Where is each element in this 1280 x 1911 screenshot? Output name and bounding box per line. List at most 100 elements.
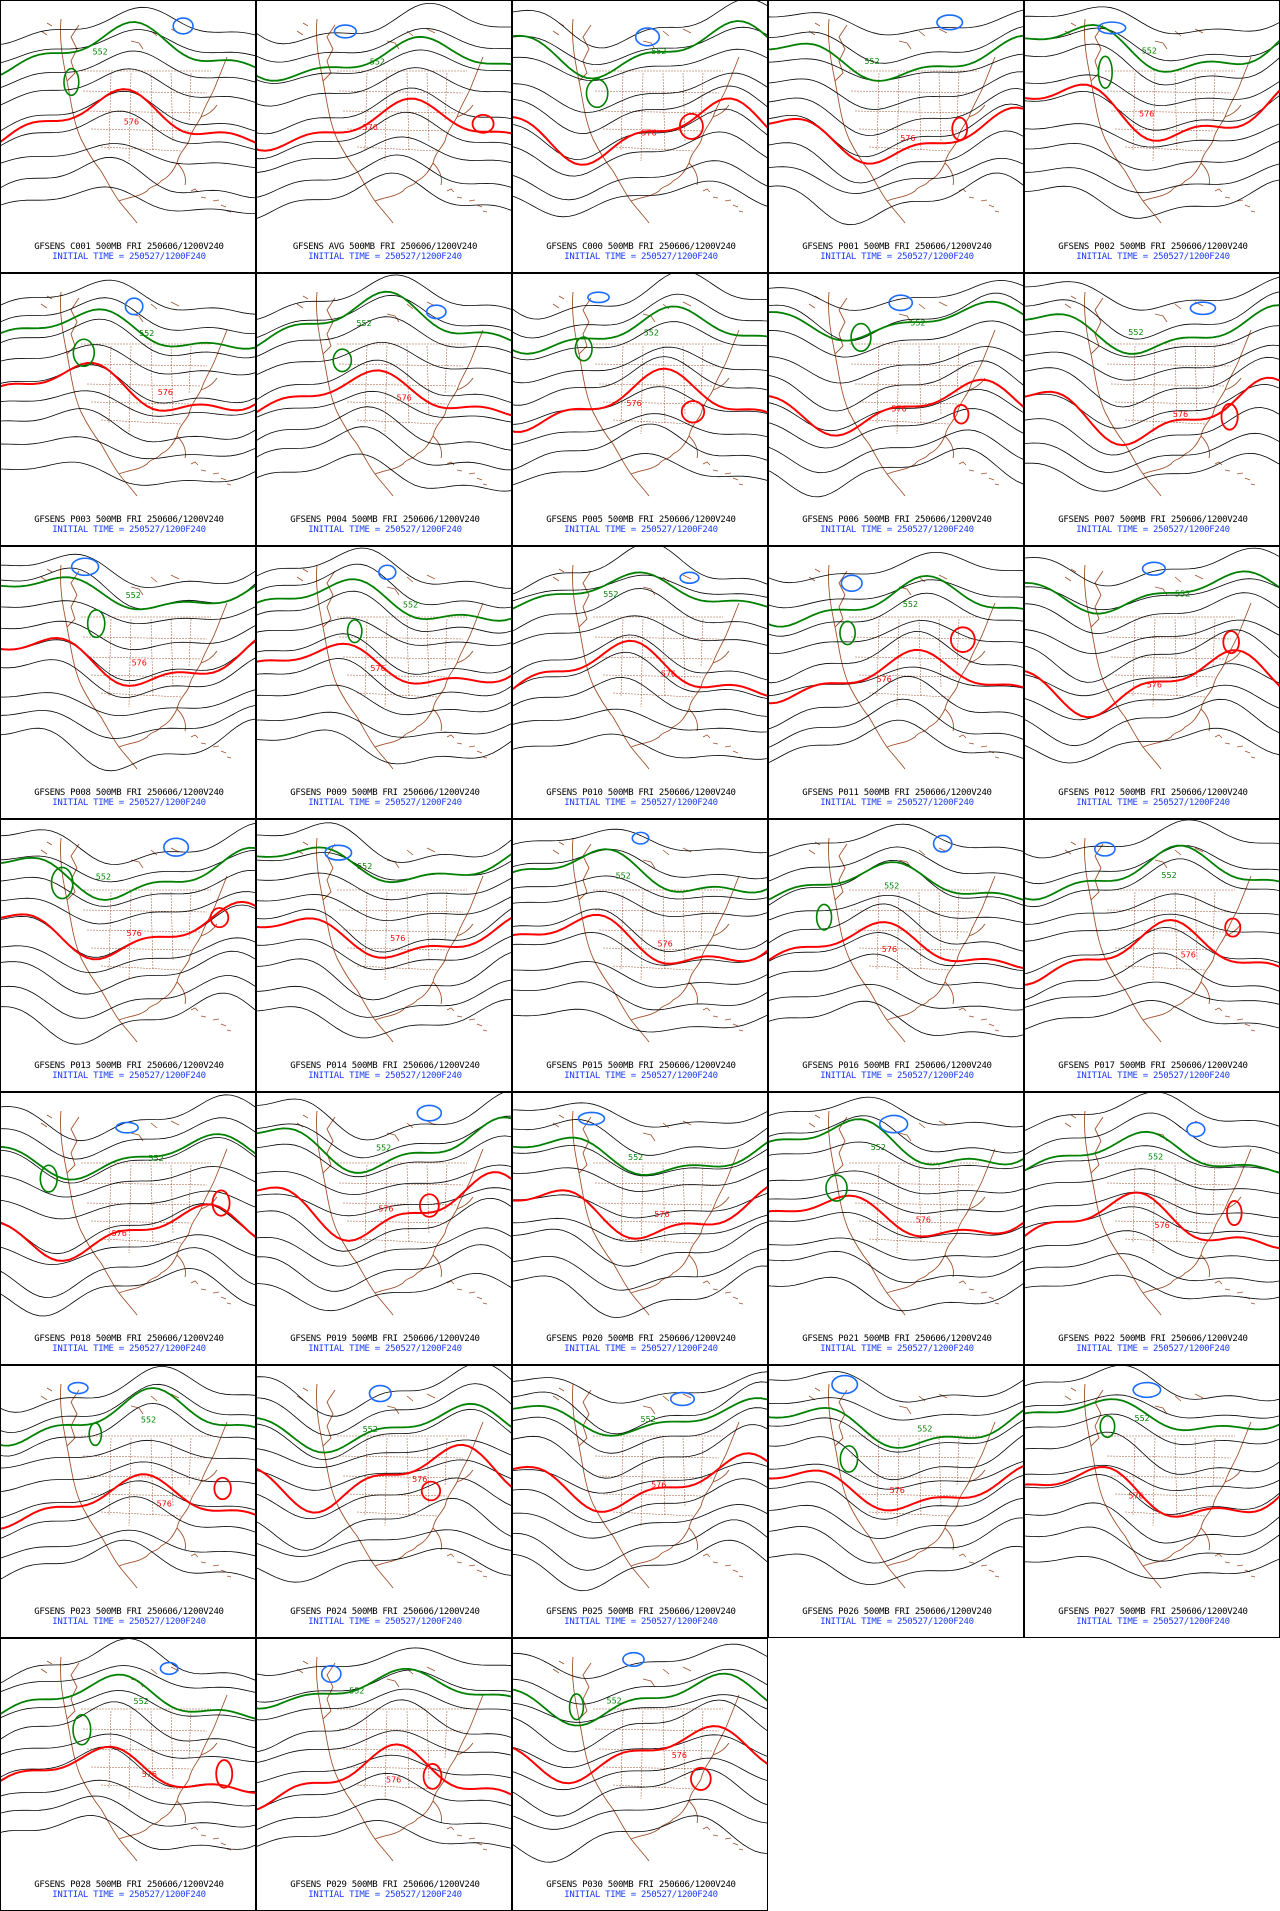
- island-outline: [296, 568, 488, 759]
- state-border: [128, 1710, 132, 1800]
- state-border: [876, 891, 880, 971]
- height-contour: [1025, 926, 1279, 975]
- low-center-contour: [124, 297, 144, 316]
- state-border: [620, 1164, 624, 1244]
- state-border: [342, 929, 458, 933]
- state-border: [858, 128, 960, 132]
- coastline: [1084, 18, 1252, 224]
- state-border: [100, 146, 182, 152]
- height-contour: [1025, 452, 1279, 492]
- height-contour: [513, 356, 767, 406]
- state-border: [620, 345, 624, 425]
- state-border: [682, 618, 686, 688]
- closed-576-contour: [953, 404, 970, 425]
- state-border: [108, 1710, 112, 1790]
- height-contour: [1, 950, 255, 995]
- height-contour: [513, 1167, 767, 1192]
- height-contour: [769, 846, 1023, 882]
- map-canvas: 552 576: [769, 1096, 1023, 1316]
- island-outline: [1064, 568, 1256, 759]
- low-center-contour: [425, 304, 447, 320]
- state-border: [338, 90, 464, 94]
- state-border: [170, 345, 174, 415]
- state-border: [594, 1455, 720, 1459]
- map-canvas: 552 576: [1, 6, 255, 224]
- height-contour: [257, 172, 511, 219]
- label-576: 576: [1181, 951, 1196, 960]
- height-contour: [1025, 1230, 1279, 1262]
- height-contour: [1025, 43, 1279, 86]
- map-title: GFSENS P028 500MB FRI 250606/1200V240: [34, 1880, 224, 1890]
- state-border: [384, 891, 388, 981]
- height-contour: [1025, 74, 1279, 107]
- label-552: 552: [628, 1153, 643, 1162]
- height-contour: [1, 344, 255, 376]
- height-contour: [513, 848, 767, 894]
- closed-552-contour: [88, 1422, 103, 1447]
- height-contour: [1025, 432, 1279, 473]
- map-title: GFSENS P013 500MB FRI 250606/1200V240: [34, 1061, 224, 1071]
- height-contour: [513, 708, 767, 733]
- state-border: [1174, 1164, 1178, 1244]
- height-contour: [257, 1477, 511, 1519]
- label-552: 552: [141, 1415, 156, 1424]
- state-border: [426, 1164, 430, 1234]
- height-contour: [513, 615, 767, 646]
- coastline: [316, 291, 484, 497]
- ensemble-member-map: 552 576 GFSENS P017 500MB FRI 250606/1200V…: [1024, 819, 1280, 1092]
- ensemble-member-map: 552 576 GFSENS C001 500MB FRI 250606/1200V…: [0, 0, 256, 273]
- height-contour: [1025, 1112, 1279, 1156]
- height-contour: [513, 1248, 767, 1291]
- map-canvas: 552 576: [1, 553, 255, 772]
- height-contour: [513, 1186, 767, 1240]
- island-outline: [296, 295, 488, 486]
- low-center-contour: [888, 294, 914, 312]
- height-contour: [769, 574, 1023, 628]
- initial-time-label: INITIAL TIME = 250527/1200F240: [564, 252, 718, 262]
- height-contour: [1, 1815, 255, 1851]
- map-canvas: 552 576: [257, 547, 511, 770]
- state-border: [662, 618, 666, 698]
- state-border: [346, 947, 448, 951]
- state-border: [662, 1437, 666, 1517]
- low-center-contour: [831, 1374, 859, 1395]
- height-contour: [769, 447, 1023, 498]
- height-contour: [513, 180, 767, 218]
- initial-time-label: INITIAL TIME = 250527/1200F240: [52, 1344, 206, 1354]
- label-576: 576: [916, 1216, 931, 1225]
- state-border: [612, 692, 694, 698]
- height-contour: [1025, 83, 1279, 142]
- state-border: [342, 110, 458, 114]
- closed-552-contour: [332, 348, 353, 373]
- height-contour: [257, 578, 511, 622]
- state-border: [82, 909, 208, 913]
- state-border: [364, 891, 368, 971]
- coastline: [60, 837, 228, 1043]
- state-border: [594, 636, 720, 640]
- height-contour: [1025, 1000, 1279, 1030]
- height-contour: [257, 35, 511, 82]
- height-contour: [513, 423, 767, 470]
- state-border: [612, 1238, 694, 1244]
- state-border: [1152, 345, 1156, 435]
- height-contour: [257, 1743, 511, 1811]
- height-contour: [513, 981, 767, 1011]
- height-contour: [257, 342, 511, 375]
- map-canvas: 552 576: [1025, 547, 1279, 770]
- height-contour: [1, 1133, 255, 1181]
- island-outline: [552, 841, 744, 1032]
- label-576: 576: [900, 134, 915, 143]
- state-border: [86, 383, 202, 387]
- height-contour: [1, 1690, 255, 1722]
- state-border: [1110, 1202, 1226, 1206]
- state-border: [150, 345, 154, 425]
- initial-time-label: INITIAL TIME = 250527/1200F240: [308, 1071, 462, 1081]
- height-contour: [513, 346, 767, 384]
- coastline: [1084, 1383, 1252, 1589]
- height-contour: [1, 156, 255, 199]
- closed-552-contour: [1097, 55, 1113, 89]
- label-552: 552: [403, 601, 418, 610]
- state-border: [406, 891, 410, 971]
- map-canvas: 552 576: [1025, 820, 1279, 1043]
- state-border: [602, 1493, 704, 1497]
